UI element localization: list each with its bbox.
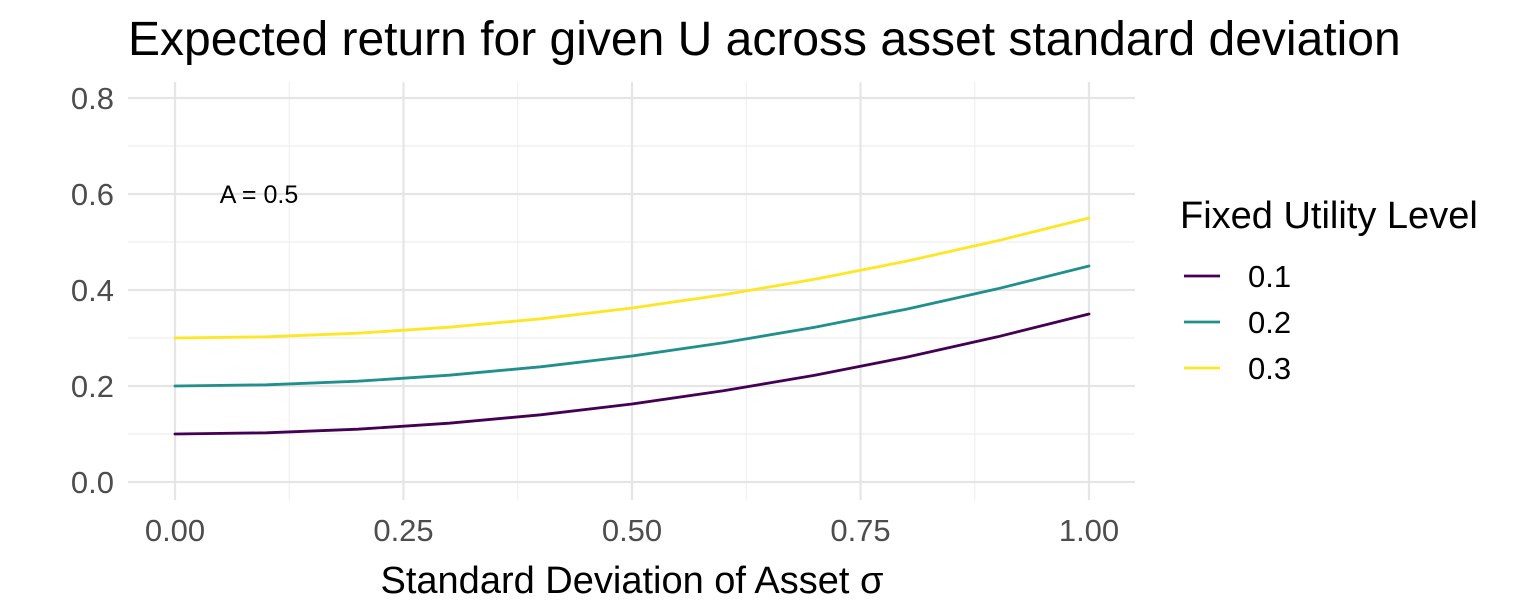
x-tick-label: 1.00 [1059,513,1119,548]
chart-title: Expected return for given U across asset… [128,13,1401,66]
annotation-label: A = 0.5 [220,181,299,209]
legend-label-0.2: 0.2 [1248,305,1291,340]
legend-title: Fixed Utility Level [1180,195,1478,237]
legend-label-0.3: 0.3 [1248,351,1291,386]
x-tick-label: 0.25 [373,513,433,548]
series-line-0.1 [173,312,1091,436]
y-axis-ticks: 0.0 0.2 0.4 0.6 0.8 [71,81,114,500]
x-tick-label: 0.75 [830,513,890,548]
y-tick-label: 0.4 [71,273,114,308]
series-line-0.3 [173,216,1091,340]
series-line-0.2 [173,264,1091,388]
grid [128,82,1135,500]
x-tick-label: 0.50 [602,513,662,548]
series-lines [173,216,1091,436]
y-tick-label: 0.2 [71,369,114,404]
x-axis-label: Standard Deviation of Asset σ [381,560,884,602]
y-tick-label: 0.0 [71,465,114,500]
y-tick-label: 0.8 [71,81,114,116]
x-tick-label: 0.00 [145,513,205,548]
legend: Fixed Utility Level 0.1 0.2 0.3 [1180,195,1478,386]
legend-label-0.1: 0.1 [1248,259,1291,294]
y-tick-label: 0.6 [71,177,114,212]
x-axis-ticks: 0.00 0.25 0.50 0.75 1.00 [145,513,1119,548]
